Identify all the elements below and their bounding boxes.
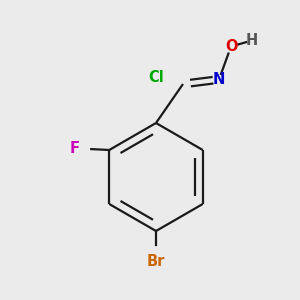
Text: Br: Br bbox=[147, 254, 165, 268]
Text: O: O bbox=[225, 39, 237, 54]
Text: F: F bbox=[70, 141, 80, 156]
Text: N: N bbox=[213, 72, 225, 87]
Text: Cl: Cl bbox=[148, 70, 164, 86]
Text: H: H bbox=[246, 33, 258, 48]
